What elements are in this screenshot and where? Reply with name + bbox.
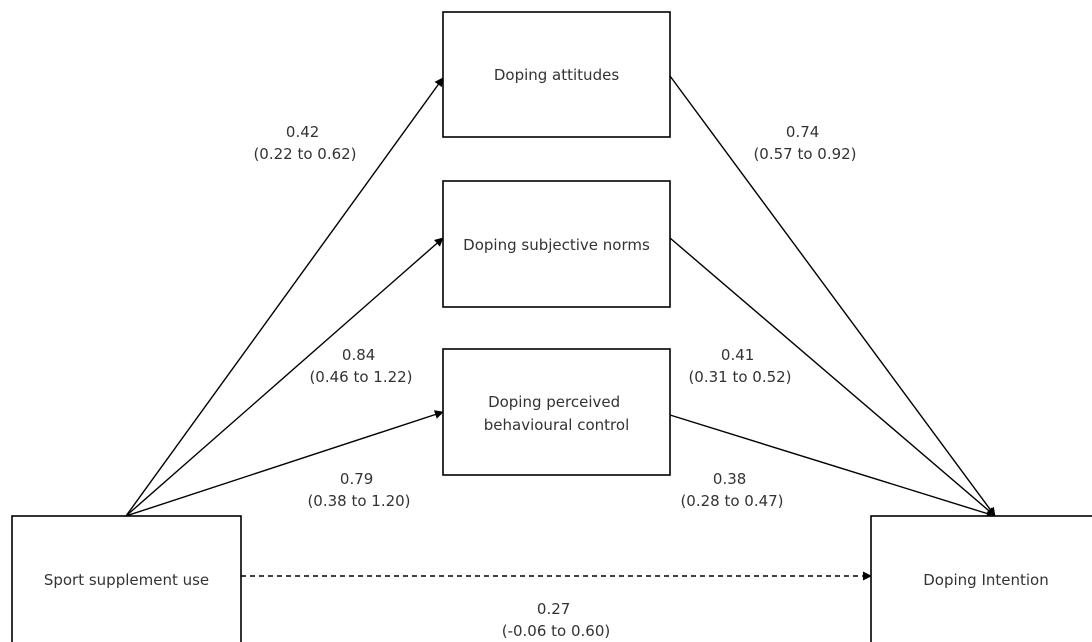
- edge-labels: 0.42 (0.22 to 0.62) 0.74 (0.57 to 0.92) …: [253, 123, 856, 640]
- coefficient-label: 0.74: [786, 123, 819, 141]
- svg-text:Doping subjective norms: Doping subjective norms: [463, 236, 650, 254]
- edge-label-norms-intention: 0.41 (0.31 to 0.52): [688, 346, 791, 386]
- svg-text:Doping Intention: Doping Intention: [923, 571, 1049, 589]
- confidence-interval-label: (0.31 to 0.52): [688, 368, 791, 386]
- edge-label-attitudes-intention: 0.74 (0.57 to 0.92): [753, 123, 856, 163]
- node-sport-supplement-use: Sport supplement use: [11, 515, 242, 642]
- confidence-interval-label: (0.57 to 0.92): [753, 145, 856, 163]
- edge-label-supplement-intention: 0.27 (-0.06 to 0.60): [502, 600, 611, 640]
- node-label-line: behavioural control: [484, 416, 629, 434]
- node-doping-attitudes: Doping attitudes: [442, 11, 671, 138]
- coefficient-label: 0.41: [721, 346, 754, 364]
- edge-supplement-to-norms: [125, 237, 444, 517]
- edges: [125, 75, 996, 581]
- coefficient-label: 0.27: [537, 600, 570, 618]
- svg-text:Doping perceived behavio: Doping perceived behavioural control: [484, 393, 629, 434]
- node-label-line: Sport supplement use: [44, 571, 209, 589]
- node-doping-subjective-norms: Doping subjective norms: [442, 180, 671, 308]
- edge-label-supplement-pbc: 0.79 (0.38 to 1.20): [307, 470, 410, 510]
- confidence-interval-label: (0.22 to 0.62): [253, 145, 356, 163]
- edge-label-supplement-norms: 0.84 (0.46 to 1.22): [309, 346, 412, 386]
- coefficient-label: 0.79: [340, 470, 373, 488]
- svg-text:Sport supplement use: Sport supplement use: [44, 571, 209, 589]
- node-doping-perceived-behavioural-control: Doping perceived behavioural control: [442, 348, 671, 476]
- edge-label-pbc-intention: 0.38 (0.28 to 0.47): [680, 470, 783, 510]
- node-doping-intention: Doping Intention: [870, 515, 1092, 642]
- edge-attitudes-to-intention: [669, 75, 996, 517]
- node-label-line: Doping attitudes: [494, 66, 619, 84]
- edge-supplement-to-pbc: [125, 410, 444, 517]
- node-label-line: Doping Intention: [923, 571, 1049, 589]
- edge-pbc-to-intention: [669, 414, 996, 518]
- confidence-interval-label: (0.46 to 1.22): [309, 368, 412, 386]
- coefficient-label: 0.42: [286, 123, 319, 141]
- confidence-interval-label: (-0.06 to 0.60): [502, 622, 611, 640]
- edge-norms-to-intention: [669, 237, 996, 517]
- edge-supplement-to-attitudes: [125, 77, 444, 517]
- confidence-interval-label: (0.28 to 0.47): [680, 492, 783, 510]
- confidence-interval-label: (0.38 to 1.20): [307, 492, 410, 510]
- node-label-line: Doping perceived: [488, 393, 620, 411]
- edge-label-supplement-attitudes: 0.42 (0.22 to 0.62): [253, 123, 356, 163]
- coefficient-label: 0.84: [342, 346, 375, 364]
- svg-text:Doping attitudes: Doping attitudes: [494, 66, 619, 84]
- node-label-line: Doping subjective norms: [463, 236, 650, 254]
- coefficient-label: 0.38: [713, 470, 746, 488]
